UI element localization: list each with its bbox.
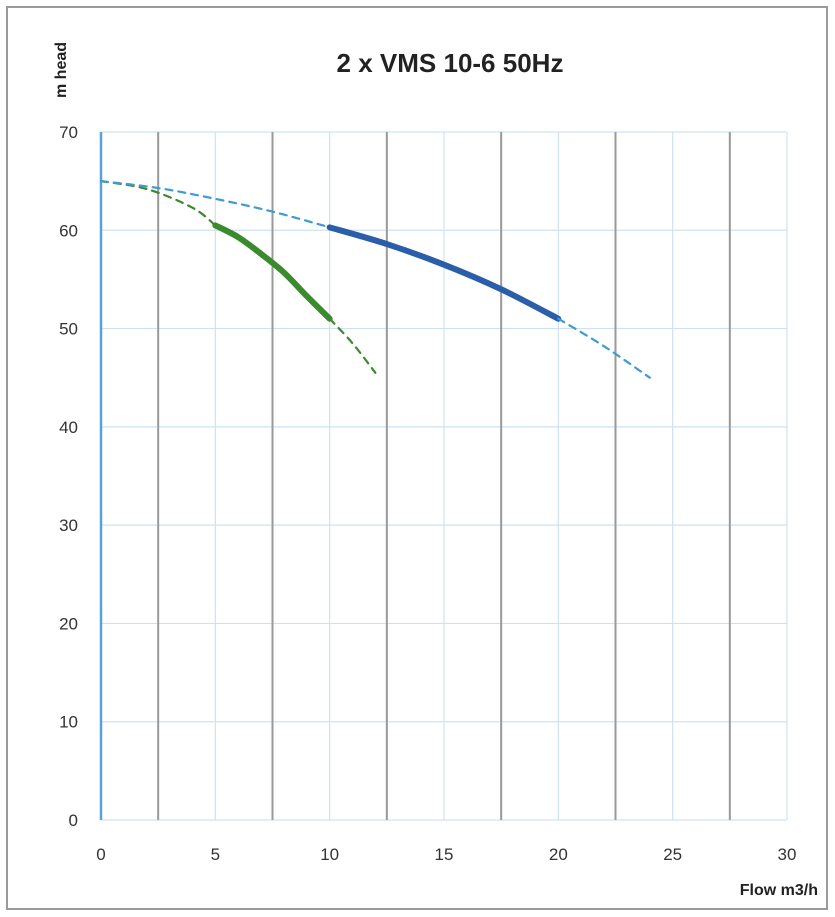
x-tick-label: 10: [320, 845, 339, 864]
curve-blue_dashed-dashed: [99, 180, 331, 229]
x-tick-label: 30: [778, 845, 797, 864]
x-tick-label: 20: [549, 845, 568, 864]
curves: [99, 180, 651, 379]
x-tick-label: 0: [96, 845, 105, 864]
y-tick-label: 70: [59, 123, 78, 142]
x-tick-label: 5: [211, 845, 220, 864]
y-tick-label: 30: [59, 516, 78, 535]
curve-blue_dashed-dashed: [557, 317, 651, 379]
y-tick-label: 20: [59, 614, 78, 633]
y-axis-title: m head: [53, 42, 70, 98]
x-tick-label: 15: [435, 845, 454, 864]
y-tick-label: 40: [59, 418, 78, 437]
grid: [99, 131, 788, 821]
y-tick-label: 0: [69, 811, 78, 830]
tick-labels: 0 10 20 30 40 50 60 70 0 5 10 15 20 25 30: [59, 123, 796, 864]
y-tick-label: 50: [59, 320, 78, 339]
x-tick-label: 25: [663, 845, 682, 864]
chart-title: 2 x VMS 10-6 50Hz: [337, 48, 564, 78]
chart-frame: [6, 6, 828, 910]
x-axis-title: Flow m3/h: [740, 882, 818, 899]
curve-blue-solid: [326, 224, 562, 322]
curve-green-solid: [212, 222, 333, 322]
y-tick-label: 60: [59, 221, 78, 240]
y-tick-label: 10: [59, 713, 78, 732]
curve-green-dashed: [328, 317, 377, 374]
